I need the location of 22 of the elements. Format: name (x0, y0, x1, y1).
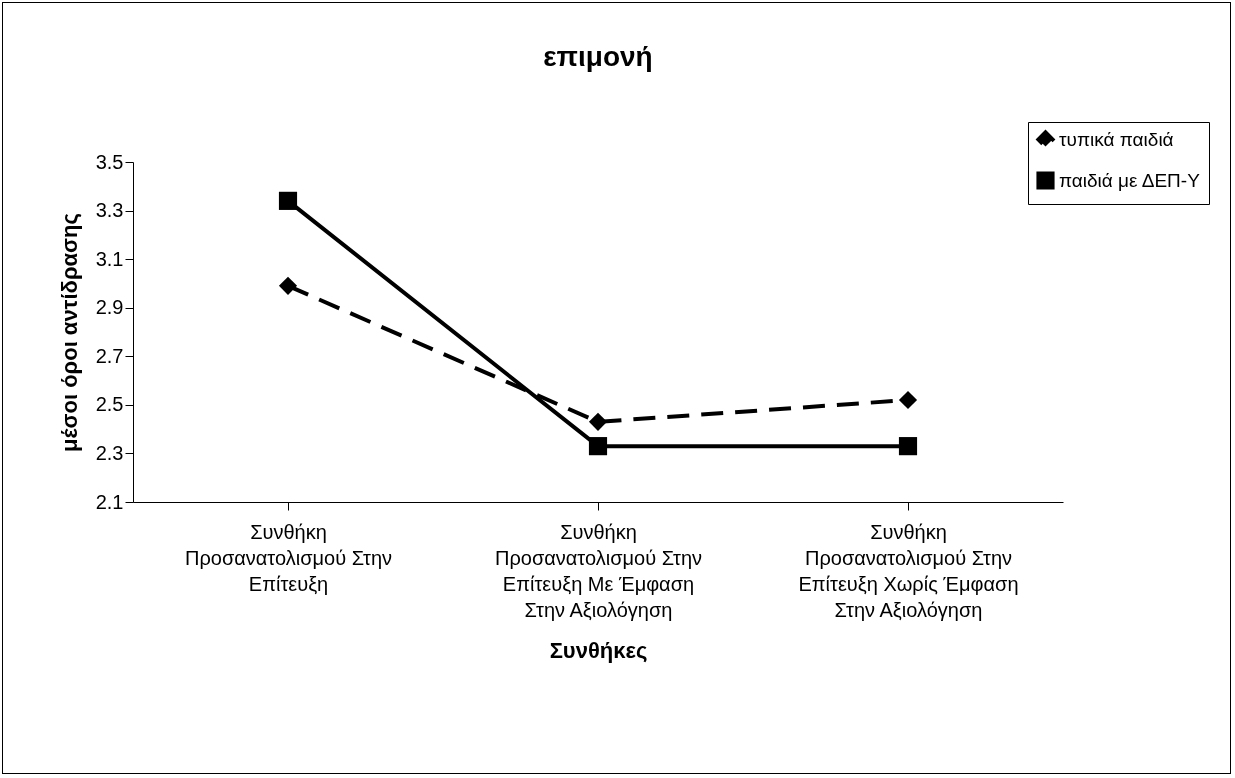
y-tick-label: 2.1 (95, 490, 124, 513)
y-tick-label: 2.5 (95, 393, 124, 416)
y-tick-label: 2.9 (95, 296, 124, 319)
y-tick-label: 3.5 (95, 150, 124, 173)
y-tick-label: 3.3 (95, 199, 124, 222)
legend-label: τυπικά παιδιά (1059, 128, 1174, 150)
x-tick-label: Συνθήκη Προσανατολισμού Στην Επίτευξη Χωρίς Έμφαση Στην Αξιολόγηση (798, 520, 1019, 621)
y-axis-title: μέσοι όροι αντίδρασης (56, 213, 82, 452)
chart-title: επιμονή (543, 40, 653, 72)
point (588, 412, 608, 431)
legend-label: παιδιά με ΔΕΠ-Υ (1059, 169, 1201, 191)
point (898, 390, 918, 410)
point (898, 437, 918, 456)
y-tick-label: 2.7 (95, 344, 124, 367)
x-tick-label: Συνθήκη Προσανατολισμού Στην Επίτευξη (184, 520, 393, 595)
point (278, 276, 298, 295)
x-axis-title: Συνθήκες (549, 637, 648, 663)
y-tick-label: 3.1 (95, 247, 124, 270)
x-tick-label: Συνθήκη Προσανατολισμού Στην Επίτευξη Με Έμφαση Στην Αξιολόγηση (494, 520, 703, 621)
point (588, 437, 608, 456)
y-tick-label: 2.3 (95, 441, 124, 464)
point (278, 191, 298, 210)
